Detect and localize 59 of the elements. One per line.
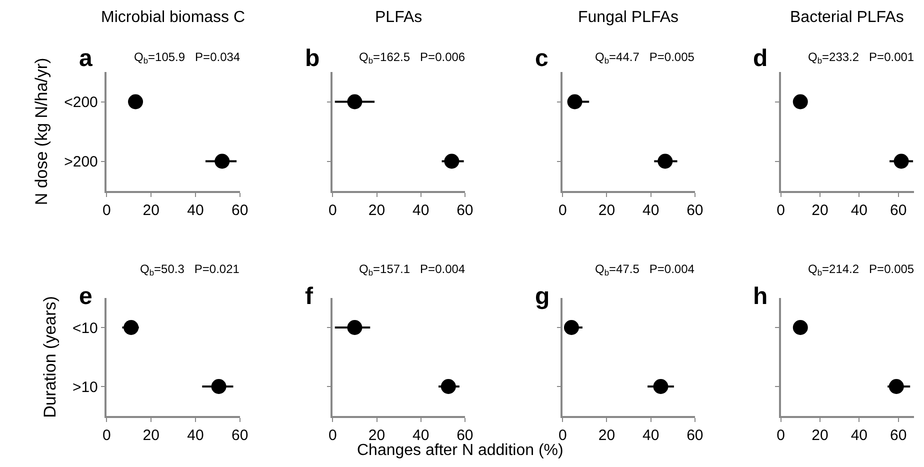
text: f [305,283,314,310]
y-tick-label: <10 [72,320,98,337]
x-tick-label: 60 [686,426,704,444]
x-tick-label: 40 [187,426,204,444]
x-tick-label: 60 [686,202,704,219]
x-tick-label: 0 [558,426,567,444]
x-tick-label: 20 [598,202,616,219]
x-tick-label: 40 [187,202,204,219]
text: b [305,45,320,72]
x-tick-label: 20 [368,202,386,219]
text: Q$_{b}$=233.2 P=0.001 [808,50,914,66]
x-tick-label: 0 [776,202,785,219]
chart-title: PLFAs [375,9,422,26]
x-tick-label: 40 [850,202,868,219]
y-tick-label: >10 [72,378,98,396]
text: Q$_{b}$=105.9 P=0.034 [134,50,240,66]
text: Q$_{b}$=47.5 P=0.004 [595,262,695,278]
x-tick-label: 40 [642,202,660,219]
x-tick-label: 60 [890,426,907,444]
chart-title: Fungal PLFAs [578,9,678,26]
chart-title: Microbial biomass C [101,9,246,26]
y-tick-label: >200 [64,154,98,170]
text: Q$_{b}$=162.5 P=0.006 [359,50,466,66]
x-tick-label: 0 [328,202,337,219]
x-tick-label: 0 [558,202,567,219]
text: Q$_{b}$=50.3 P=0.021 [140,262,240,278]
x-tick-label: 20 [142,426,160,444]
x-tick-label: 20 [368,426,386,444]
x-tick-label: 60 [890,202,907,219]
x-tick-label: 60 [232,202,248,219]
x-tick-label: 20 [598,426,616,444]
x-tick-label: 0 [776,426,785,444]
x-tick-label: 40 [412,426,430,444]
x-tick-label: 20 [812,202,828,219]
y-axis-title: N dose (kg N/ha/yr) [32,58,52,206]
y-axis-title: Duration (years) [40,296,60,418]
x-tick-label: 60 [456,202,474,219]
x-tick-label: 20 [142,202,160,219]
chart-title: Bacterial PLFAs [790,9,904,26]
x-tick-label: 0 [328,426,337,444]
y-tick-label: <200 [64,94,98,111]
text: Q$_{b}$=157.1 P=0.004 [359,262,466,278]
x-tick-label: 0 [102,202,111,219]
x-tick-label: 20 [812,426,828,444]
x-tick-label: 40 [642,426,660,444]
text: a [79,45,93,72]
x-tick-label: 40 [412,202,430,219]
text: g [535,283,550,310]
x-axis-title: Changes after N addition (%) [357,442,564,459]
text: d [753,45,768,72]
text: e [79,283,92,310]
x-tick-label: 0 [102,426,111,444]
x-tick-label: 60 [232,426,248,444]
x-tick-label: 40 [850,426,868,444]
text: Q$_{b}$=44.7 P=0.005 [595,50,695,66]
text: c [535,45,548,72]
text: Q$_{b}$=214.2 P=0.005 [808,262,914,278]
x-tick-label: 60 [456,426,474,444]
text: h [753,283,768,310]
